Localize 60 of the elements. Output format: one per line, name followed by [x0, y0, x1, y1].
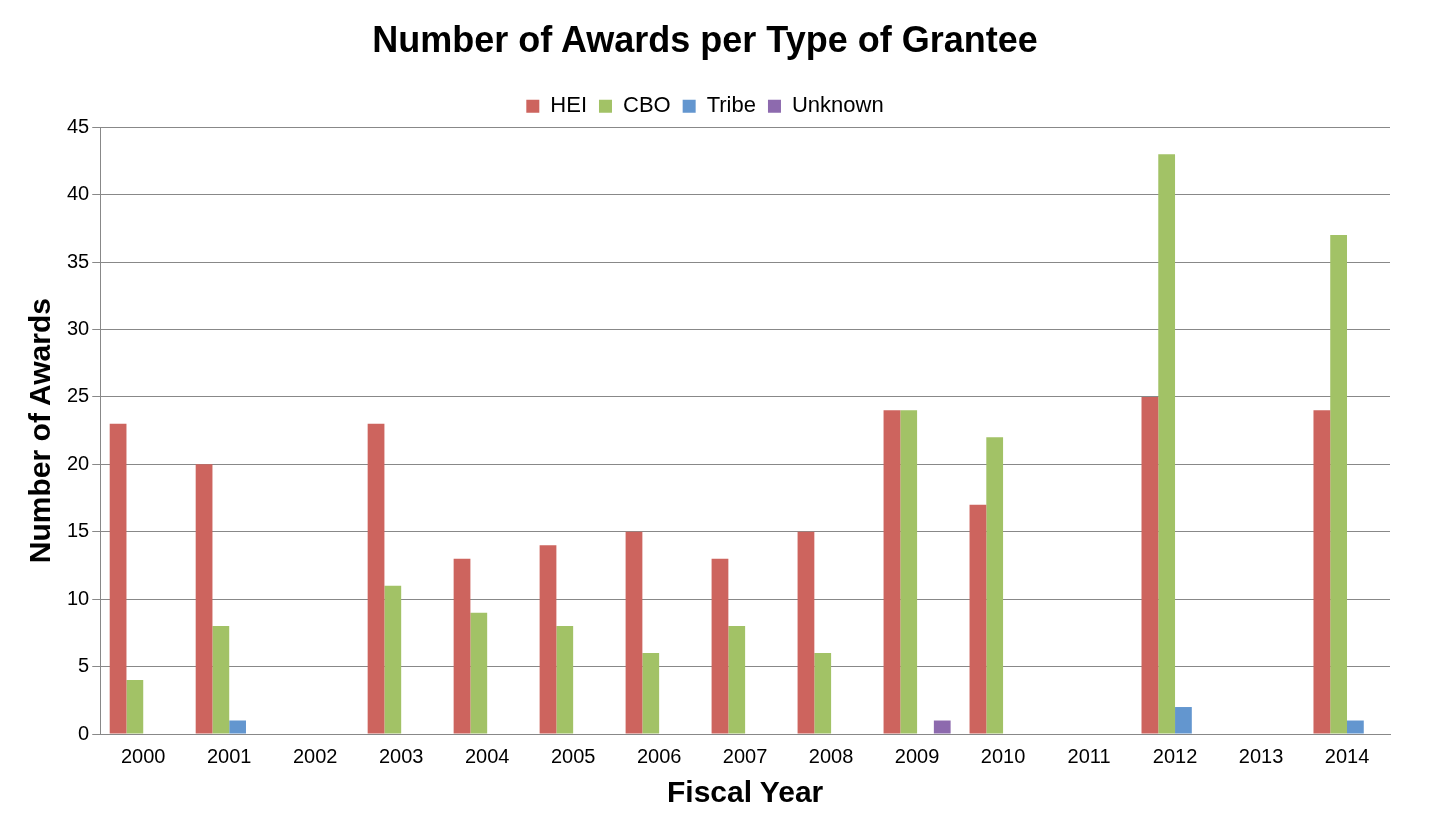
bar: [711, 558, 729, 734]
chart-title: Number of Awards per Type of Grantee: [372, 18, 1038, 60]
bar: [1313, 410, 1331, 734]
bar: [453, 558, 471, 734]
bar: [883, 410, 901, 734]
x-tick-label: 2014: [1324, 744, 1370, 767]
bar: [1158, 154, 1176, 734]
x-tick-label: 2013: [1238, 744, 1284, 767]
bar: [642, 653, 660, 734]
x-axis-title: Fiscal Year: [667, 775, 824, 809]
legend-label: Tribe: [706, 92, 756, 118]
y-tick-label: 40: [67, 182, 90, 205]
y-axis-title: Number of Awards: [23, 298, 57, 564]
y-tick-label: 15: [67, 519, 90, 542]
bar: [539, 545, 557, 734]
x-tick-label: 2003: [378, 744, 424, 767]
bar: [367, 423, 385, 734]
x-tick-label: 2002: [292, 744, 338, 767]
y-tick-label: 45: [67, 114, 90, 137]
bar: [1347, 720, 1364, 734]
y-tick-label: 20: [67, 451, 90, 474]
bar: [1141, 396, 1159, 734]
legend-label: HEI: [550, 92, 587, 118]
bar: [728, 626, 746, 734]
legend-label: CBO: [622, 92, 671, 118]
bar: [1330, 235, 1348, 734]
y-tick-label: 25: [67, 384, 90, 407]
bar: [933, 720, 951, 734]
bar: [195, 464, 213, 734]
x-tick-label: 2006: [636, 744, 682, 767]
x-tick-label: 2010: [980, 744, 1026, 767]
bar: [1175, 707, 1192, 734]
bar: [900, 410, 918, 734]
x-tick-label: 2001: [206, 744, 252, 767]
y-tick-label: 5: [78, 654, 90, 677]
x-tick-label: 2011: [1067, 744, 1111, 767]
bar: [384, 585, 402, 734]
x-tick-label: 2007: [722, 744, 768, 767]
y-tick-label: 0: [78, 721, 90, 744]
bar: [109, 423, 127, 734]
y-tick-label: 10: [67, 586, 90, 609]
y-tick-label: 35: [67, 249, 90, 272]
x-tick-label: 2012: [1152, 744, 1198, 767]
y-tick-label: 30: [67, 316, 90, 339]
legend-label: Unknown: [791, 92, 884, 118]
bar: [126, 680, 144, 734]
x-tick-label: 2008: [808, 744, 854, 767]
bar: [212, 626, 230, 734]
bar: [814, 653, 832, 734]
x-tick-label: 2000: [120, 744, 166, 767]
x-tick-label: 2005: [550, 744, 596, 767]
bar: [969, 504, 987, 734]
bar: [470, 612, 488, 734]
bar: [229, 720, 246, 734]
bar: [986, 437, 1004, 734]
x-tick-label: 2009: [894, 744, 940, 767]
bar: [625, 531, 643, 734]
bar: [797, 531, 815, 734]
x-tick-label: 2004: [464, 744, 510, 767]
bar: [556, 626, 574, 734]
